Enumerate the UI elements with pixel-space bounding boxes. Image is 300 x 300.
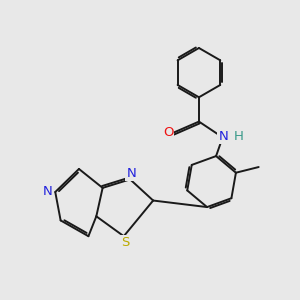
Text: H: H (234, 130, 244, 142)
Text: N: N (127, 167, 136, 180)
Text: S: S (121, 236, 130, 249)
Text: N: N (43, 185, 52, 198)
Text: N: N (218, 130, 228, 142)
Text: O: O (163, 126, 173, 139)
